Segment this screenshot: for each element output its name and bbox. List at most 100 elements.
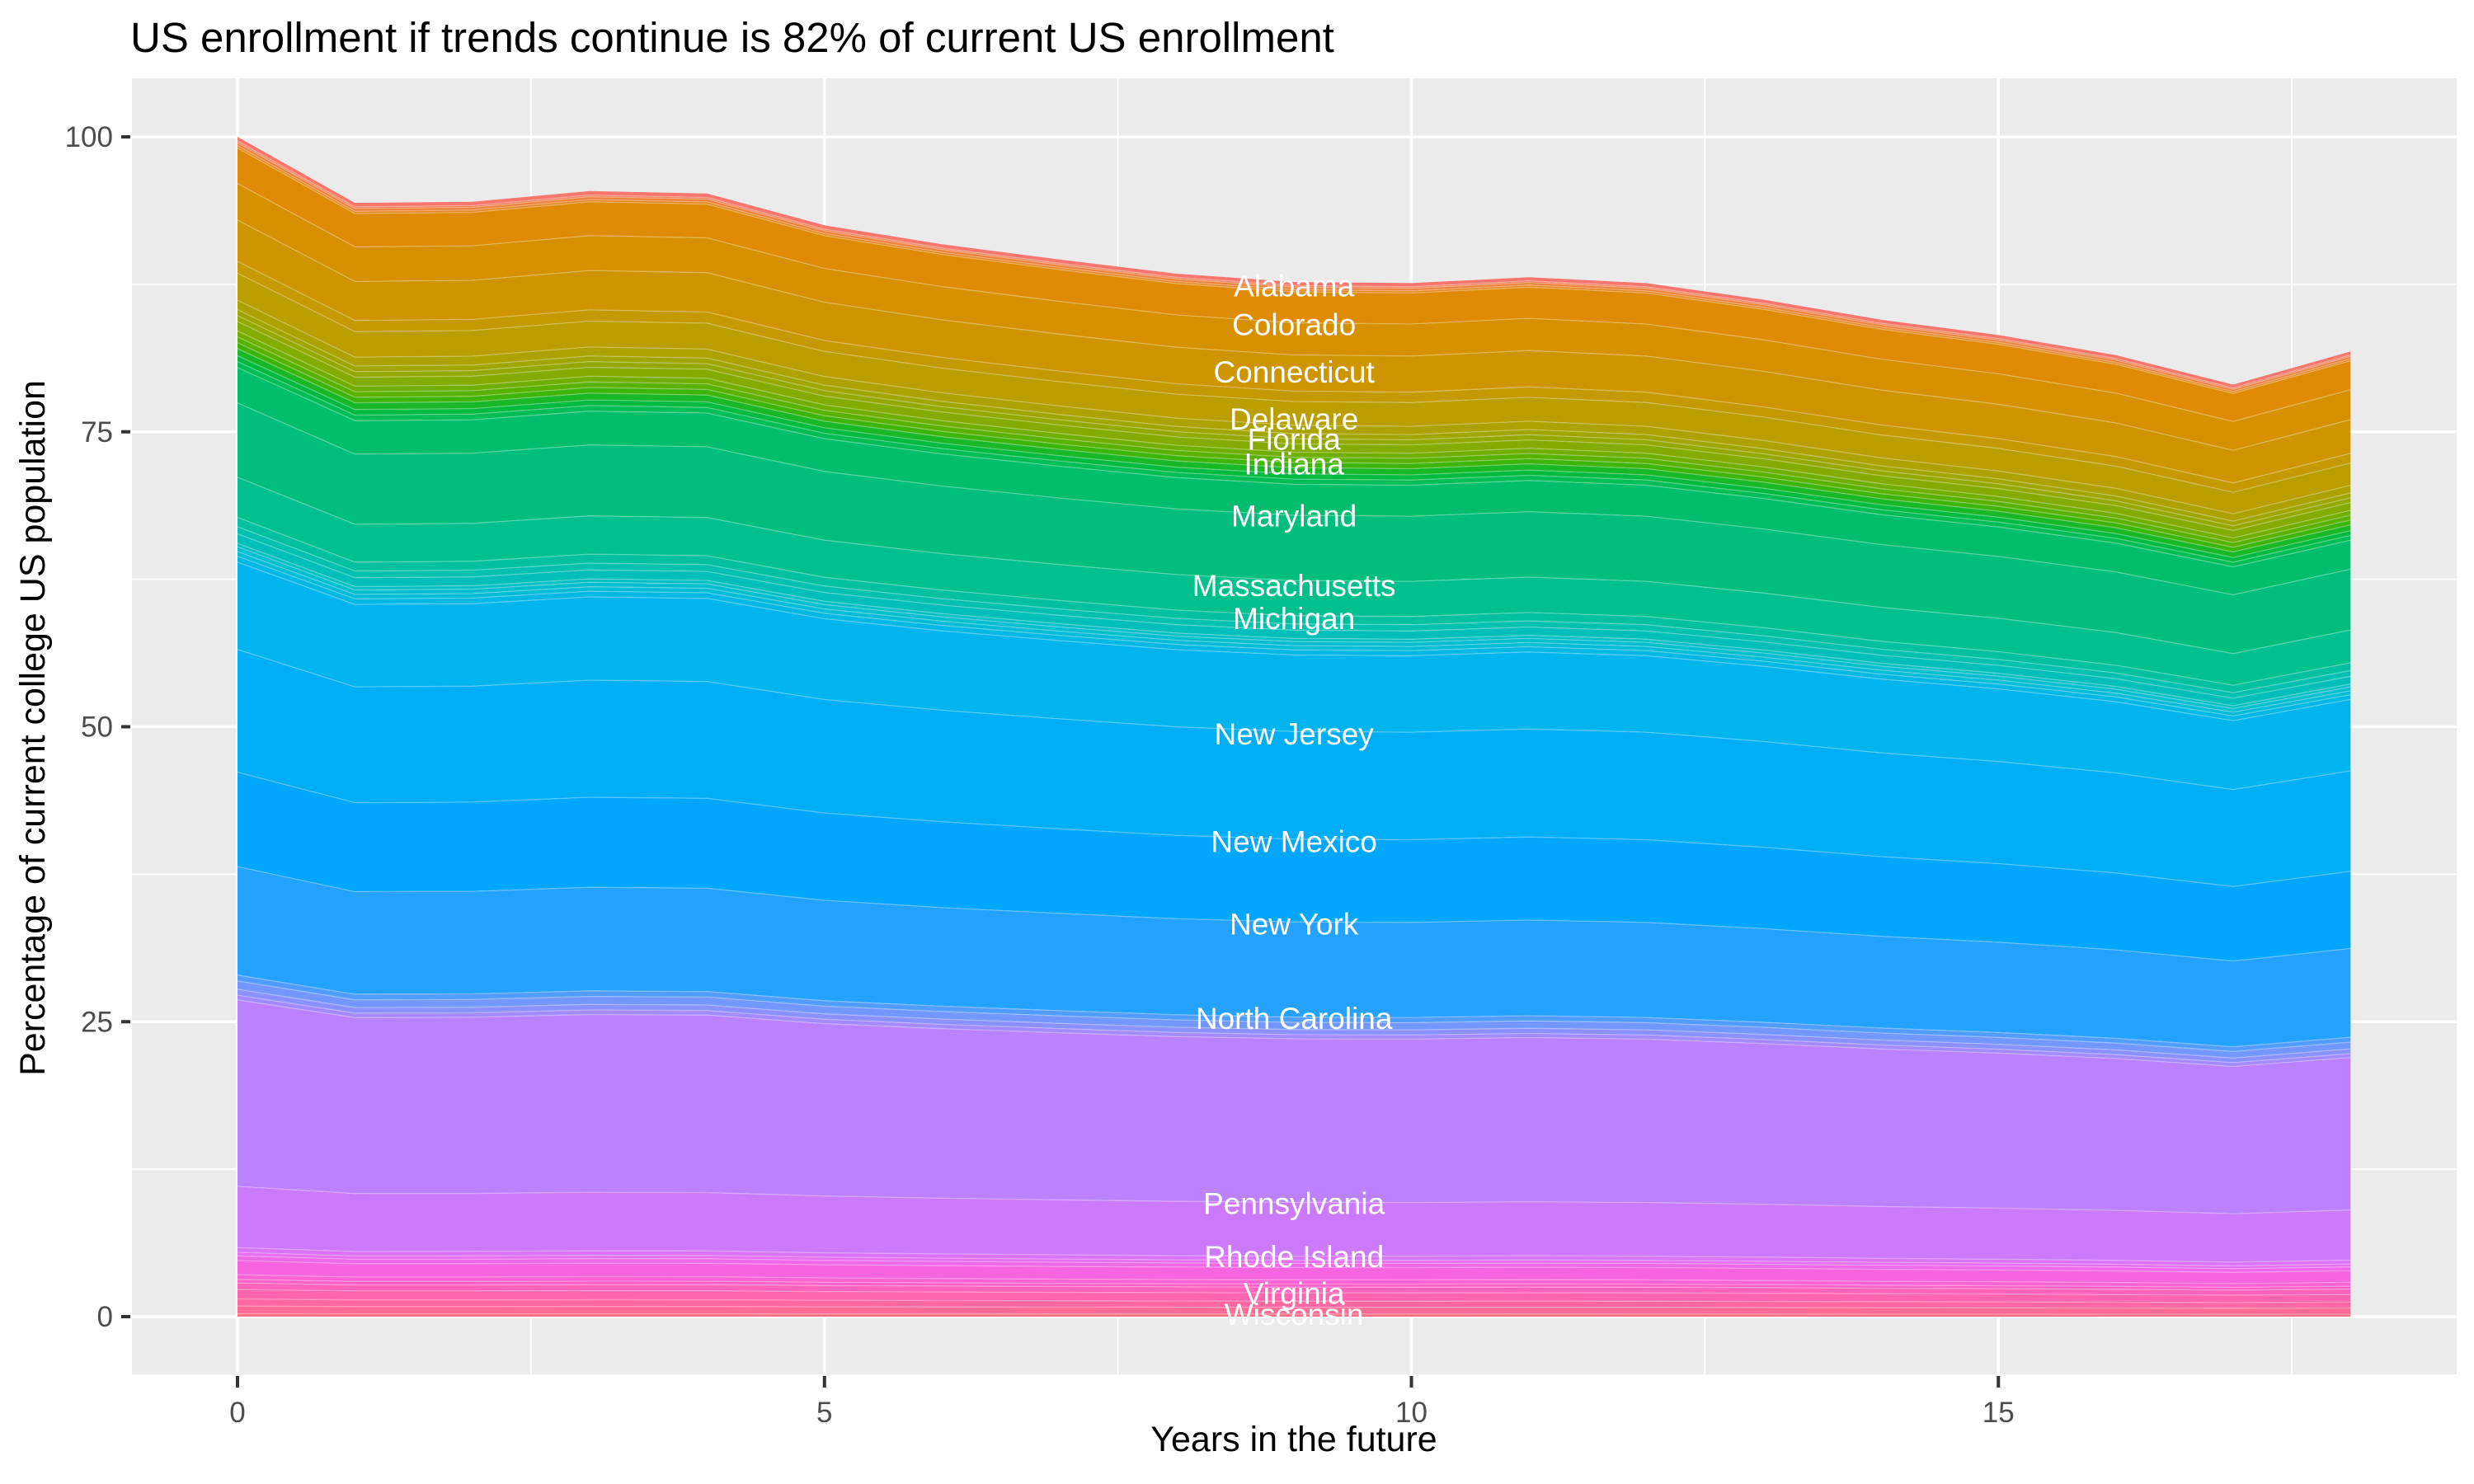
y-tick-label: 50 (81, 711, 113, 744)
band-boundary (237, 1313, 2351, 1315)
area-band-virginia (238, 1283, 2351, 1295)
area-band-north-dakota (238, 974, 2351, 1052)
state-label-delaware: Delaware (1230, 402, 1358, 436)
area-band-west-virginia (238, 1298, 2351, 1308)
area-band-north-carolina (238, 866, 2351, 1047)
area-band-arkansas (238, 145, 2351, 394)
area-band-indiana (238, 331, 2351, 543)
band-boundary (237, 989, 2351, 1059)
band-boundary (237, 402, 2351, 596)
state-label-new-jersey: New Jersey (1215, 717, 1375, 751)
state-label-pennsylvania: Pennsylvania (1203, 1187, 1385, 1221)
state-label-new-york: New York (1230, 907, 1359, 941)
area-band-nebraska (238, 547, 2351, 712)
band-boundary (237, 974, 2351, 1048)
band-boundary (237, 556, 2351, 717)
x-tick-label: 15 (1982, 1397, 2015, 1429)
state-label-massachusetts: Massachusetts (1192, 569, 1396, 603)
state-label-michigan: Michigan (1233, 602, 1355, 636)
state-label-connecticut: Connecticut (1213, 355, 1375, 389)
area-band-new-york (238, 772, 2351, 961)
band-boundary (237, 355, 2351, 558)
band-boundary (237, 361, 2351, 563)
area-band-new-hampshire (238, 556, 2351, 721)
band-boundary (237, 542, 2351, 707)
band-boundary (237, 866, 2351, 962)
band-boundary (237, 980, 2351, 1053)
area-band-alabama (238, 137, 2351, 388)
x-axis-title: Years in the future (1150, 1420, 1437, 1459)
band-boundary (237, 219, 2351, 451)
area-band-vermont (238, 1279, 2351, 1290)
area-band-kansas (238, 342, 2351, 552)
state-label-north-carolina: North Carolina (1196, 1002, 1393, 1036)
band-boundary (237, 1282, 2351, 1291)
band-boundary (237, 145, 2351, 392)
band-boundary (237, 315, 2351, 527)
band-boundary (237, 546, 2351, 710)
band-boundary (237, 299, 2351, 514)
x-tick-label: 5 (816, 1397, 832, 1429)
y-tick-label: 0 (97, 1301, 113, 1333)
band-boundary (237, 272, 2351, 493)
band-boundary (237, 551, 2351, 713)
band-boundary (237, 142, 2351, 390)
band-boundary (237, 261, 2351, 484)
band-boundary (237, 1260, 2351, 1273)
band-boundary (237, 336, 2351, 543)
state-label-maryland: Maryland (1231, 499, 1357, 533)
band-boundary (237, 771, 2351, 887)
area-band-georgia (238, 300, 2351, 522)
area-band-wisconsin (238, 1306, 2351, 1315)
x-tick-label: 10 (1395, 1397, 1427, 1429)
band-boundary (237, 148, 2351, 394)
area-band-wyoming (238, 1313, 2351, 1317)
band-boundary (237, 1305, 2351, 1309)
area-band-illinois (238, 322, 2351, 538)
area-band-utah (238, 1275, 2351, 1288)
band-boundary (237, 140, 2351, 389)
band-boundary (237, 533, 2351, 699)
band-boundary (237, 330, 2351, 539)
band-boundary (237, 1255, 2351, 1270)
area-band-nevada (238, 552, 2351, 716)
x-tick-label: 0 (229, 1397, 245, 1429)
area-band-minnesota (238, 517, 2351, 693)
band-boundary (237, 321, 2351, 532)
area-band-colorado (238, 183, 2351, 451)
chart-title: US enrollment if trends continue is 82% … (130, 14, 1334, 61)
area-band-south-dakota (238, 1252, 2351, 1269)
area-band-louisiana (238, 355, 2351, 562)
state-label-virginia: Virginia (1244, 1276, 1345, 1310)
band-boundary (237, 1247, 2351, 1263)
band-boundary (237, 561, 2351, 721)
area-band-rhode-island (238, 1186, 2351, 1262)
area-band-tennessee (238, 1256, 2351, 1273)
band-boundary (237, 182, 2351, 422)
area-band-iowa (238, 336, 2351, 547)
band-boundary (237, 516, 2351, 686)
state-label-florida: Florida (1248, 422, 1342, 456)
area-band-mississippi (238, 526, 2351, 698)
area-band-california (238, 148, 2351, 422)
band-boundary (237, 1186, 2351, 1214)
area-band-montana (238, 543, 2351, 709)
area-band-texas (238, 1261, 2351, 1284)
band-boundary (237, 342, 2351, 548)
area-band-florida (238, 273, 2351, 514)
state-label-rhode-island: Rhode Island (1204, 1240, 1384, 1274)
band-boundary (237, 477, 2351, 655)
area-band-missouri (238, 533, 2351, 706)
area-band-new-mexico (238, 649, 2351, 887)
state-label-alabama: Alabama (1234, 269, 1354, 303)
band-boundary (237, 1274, 2351, 1284)
area-band-massachusetts (238, 402, 2351, 654)
band-boundary (237, 526, 2351, 693)
area-band-maine (238, 361, 2351, 567)
band-boundary (237, 348, 2351, 553)
band-boundary (237, 999, 2351, 1068)
band-boundary (237, 994, 2351, 1064)
band-boundary (237, 1279, 2351, 1289)
